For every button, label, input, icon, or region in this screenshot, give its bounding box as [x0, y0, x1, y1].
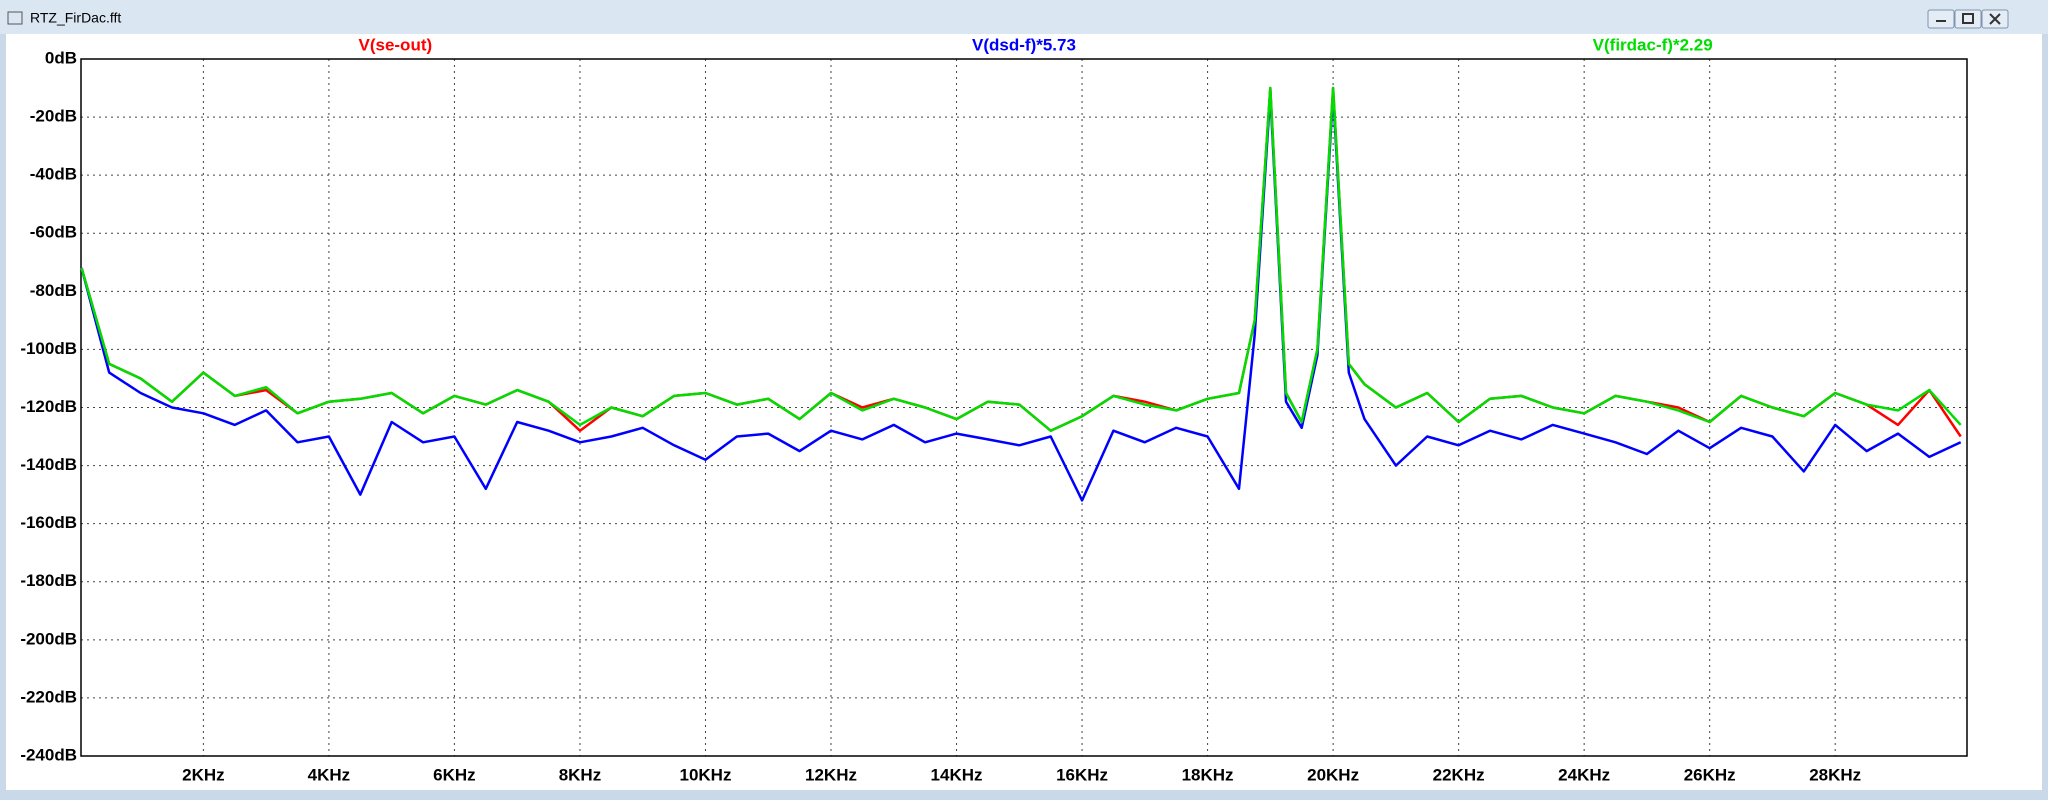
y-tick-label: -60dB [30, 223, 77, 242]
x-tick-label: 28KHz [1809, 765, 1861, 784]
x-tick-label: 4KHz [308, 765, 351, 784]
x-tick-label: 16KHz [1056, 765, 1108, 784]
y-tick-label: -240dB [20, 745, 77, 764]
x-tick-label: 22KHz [1433, 765, 1485, 784]
window-icon [7, 11, 23, 25]
legend-label: V(se-out) [358, 35, 432, 54]
window-title: RTZ_FirDac.fft [30, 10, 121, 26]
plot-border [80, 58, 1968, 757]
y-tick-label: -140dB [20, 455, 77, 474]
y-tick-label: -180dB [20, 571, 77, 590]
series-line [80, 86, 1962, 432]
y-tick-label: -120dB [20, 397, 77, 416]
y-tick-label: 0dB [45, 48, 77, 67]
y-tick-label: -160dB [20, 513, 77, 532]
window-buttons[interactable] [1927, 9, 2009, 29]
x-tick-label: 10KHz [679, 765, 731, 784]
x-tick-label: 12KHz [805, 765, 857, 784]
x-tick-label: 20KHz [1307, 765, 1359, 784]
x-tick-label: 6KHz [433, 765, 476, 784]
legend-label: V(firdac-f)*2.29 [1593, 35, 1713, 54]
x-tick-label: 8KHz [559, 765, 602, 784]
y-tick-label: -200dB [20, 629, 77, 648]
maximize-glyph [1962, 13, 1974, 24]
y-tick-label: -20dB [30, 107, 77, 126]
y-tick-label: -40dB [30, 165, 77, 184]
close-glyph [1989, 13, 2001, 25]
x-tick-label: 26KHz [1684, 765, 1736, 784]
title-bar [0, 0, 2048, 34]
x-tick-label: 24KHz [1558, 765, 1610, 784]
y-tick-label: -80dB [30, 281, 77, 300]
minimize-button[interactable] [1927, 9, 1955, 29]
maximize-button[interactable] [1954, 9, 1982, 29]
x-tick-label: 18KHz [1182, 765, 1234, 784]
y-tick-label: -100dB [20, 339, 77, 358]
x-tick-label: 14KHz [931, 765, 983, 784]
x-tick-label: 2KHz [182, 765, 225, 784]
plot-pane [6, 34, 2042, 790]
series-line [80, 92, 1962, 502]
y-tick-label: -220dB [20, 687, 77, 706]
legend-label: V(dsd-f)*5.73 [972, 35, 1076, 54]
